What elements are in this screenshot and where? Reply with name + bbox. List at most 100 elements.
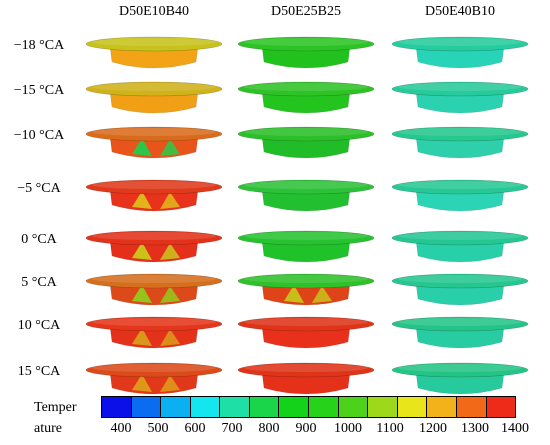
piston-bowl [237, 316, 375, 349]
column-header-3: D50E40B10 [425, 4, 495, 19]
bowl-rim-highlight [398, 83, 522, 91]
bowl-body [415, 45, 505, 69]
piston-bowl [391, 362, 529, 395]
piston-bowl [85, 230, 223, 263]
bowl-rim [391, 316, 529, 332]
legend-tick-label: 600 [184, 421, 206, 436]
legend-tick-label: 1400 [501, 421, 529, 436]
bowl-hotspot [132, 242, 152, 260]
bowl-rim [391, 179, 529, 195]
legend-tick-label: 1000 [334, 421, 362, 436]
legend-swatch [427, 397, 457, 417]
bowl-hotspot [160, 286, 180, 303]
row-label-4: −5 °CA [17, 181, 61, 196]
bowl-body [109, 90, 199, 114]
bowl-rim-highlight [398, 318, 522, 326]
bowl-hotspot [132, 191, 152, 209]
piston-bowl [85, 316, 223, 349]
piston-bowl [237, 273, 375, 306]
bowl-rim-highlight [398, 364, 522, 372]
legend-tick-label: 900 [295, 421, 317, 436]
bowl-hotspot [160, 375, 180, 392]
bowl-rim-highlight [244, 128, 368, 136]
bowl-hotspot [132, 328, 152, 346]
bowl-rim-highlight [398, 38, 522, 46]
bowl-hotspot [132, 285, 152, 303]
bowl-body [261, 325, 351, 349]
bowl-rim-highlight [244, 83, 368, 91]
column-header-1: D50E10B40 [119, 4, 189, 19]
piston-bowl [85, 273, 223, 306]
bowl-body [261, 135, 351, 159]
legend-swatch [102, 397, 132, 417]
piston-bowl [237, 179, 375, 212]
bowl-rim-highlight [92, 38, 216, 46]
piston-bowl [237, 362, 375, 395]
piston-bowl [391, 273, 529, 306]
piston-bowl [237, 126, 375, 159]
bowl-rim-highlight [244, 181, 368, 189]
bowl-body [261, 239, 351, 263]
bowl-rim-highlight [244, 318, 368, 326]
piston-bowl [391, 36, 529, 69]
bowl-rim-highlight [92, 181, 216, 189]
legend-swatch [249, 397, 280, 417]
legend-tick-label: 1300 [461, 421, 489, 436]
bowl-body [415, 371, 505, 395]
bowl-rim [85, 273, 223, 289]
bowl-rim-highlight [92, 364, 216, 372]
bowl-hotspot [160, 139, 180, 156]
bowl-body [261, 90, 351, 114]
legend-swatch [486, 397, 516, 417]
legend-tick-label: 1100 [376, 421, 404, 436]
bowl-rim [237, 273, 375, 289]
bowl-rim-highlight [92, 128, 216, 136]
piston-bowl [85, 362, 223, 395]
bowl-hotspot [160, 243, 180, 260]
bowl-rim [391, 81, 529, 97]
legend-tick-label: 700 [221, 421, 243, 436]
bowl-rim [391, 273, 529, 289]
temperature-scale-ticks: 400 500 600 700 800 900 1000 1100 1200 1300 1400 [101, 421, 530, 441]
bowl-body [109, 45, 199, 69]
bowl-rim-highlight [92, 83, 216, 91]
bowl-hotspot [284, 285, 304, 303]
legend-title-line1: Temper [34, 400, 77, 415]
bowl-rim [237, 81, 375, 97]
bowl-rim-highlight [244, 232, 368, 240]
bowl-hotspot [312, 286, 332, 303]
column-header-2: D50E25B25 [271, 4, 341, 19]
temperature-color-bar [101, 396, 516, 418]
piston-bowl [237, 230, 375, 263]
bowl-rim [237, 126, 375, 142]
bowl-rim-highlight [398, 128, 522, 136]
row-label-2: −15 °CA [13, 83, 65, 98]
bowl-rim-highlight [244, 275, 368, 283]
row-label-5: 0 °CA [21, 232, 57, 247]
legend-swatch [161, 397, 191, 417]
bowl-rim-highlight [398, 275, 522, 283]
piston-bowl [391, 316, 529, 349]
legend-tick-label: 500 [147, 421, 169, 436]
bowl-rim [391, 230, 529, 246]
bowl-rim-highlight [92, 232, 216, 240]
bowl-rim [85, 179, 223, 195]
row-label-1: −18 °CA [13, 38, 65, 53]
legend-title: Temper ature [34, 397, 77, 439]
bowl-rim [237, 362, 375, 378]
legend-swatch [309, 397, 339, 417]
legend-swatch [456, 397, 487, 417]
legend-swatch [368, 397, 398, 417]
row-label-7: 10 °CA [17, 318, 61, 333]
bowl-rim [237, 230, 375, 246]
legend-title-line2: ature [34, 421, 62, 436]
bowl-hotspot [132, 138, 152, 156]
legend-tick-label: 800 [258, 421, 280, 436]
bowl-rim [85, 81, 223, 97]
piston-bowl [85, 36, 223, 69]
bowl-rim [391, 36, 529, 52]
bowl-body [415, 135, 505, 159]
bowl-rim-highlight [244, 364, 368, 372]
legend-swatch [279, 397, 310, 417]
bowl-rim [85, 316, 223, 332]
